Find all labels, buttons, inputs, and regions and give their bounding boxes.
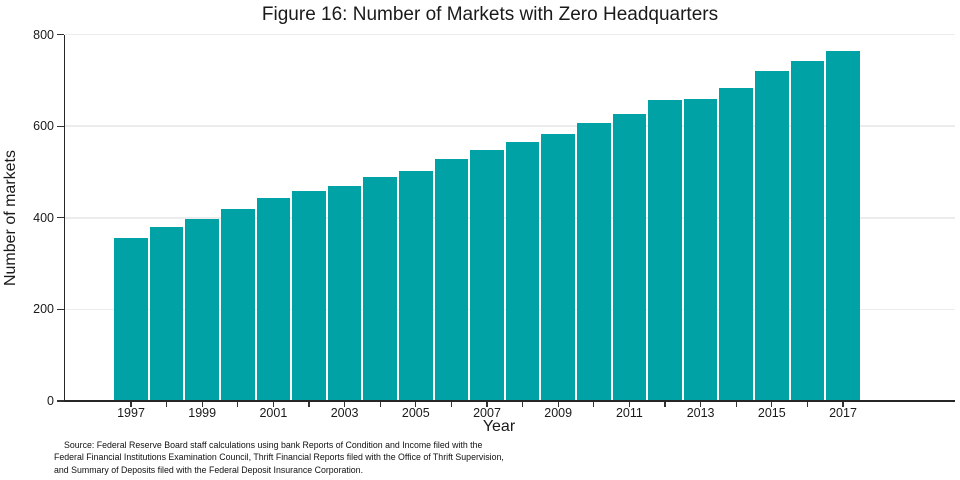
x-tick-label: 2007: [473, 406, 501, 420]
y-tick-label: 0: [47, 394, 54, 408]
x-tick: [272, 402, 274, 407]
x-tick: [237, 402, 239, 407]
x-tick: [450, 402, 452, 407]
x-axis-line: [64, 400, 955, 402]
bar-1997: [114, 238, 148, 401]
x-tick-label: 2003: [330, 406, 359, 420]
x-tick: [166, 402, 168, 407]
bar-2000: [221, 208, 255, 401]
x-tick: [379, 402, 381, 407]
x-tick: [557, 402, 559, 407]
x-tick: [415, 402, 417, 407]
x-tick: [522, 402, 524, 407]
bar-1998: [149, 226, 184, 401]
bar-2001: [256, 198, 291, 401]
source-note-line: Federal Financial Institutions Examinati…: [54, 452, 504, 463]
bar-2014: [719, 87, 753, 401]
y-tick: [57, 125, 64, 127]
y-axis-line: [63, 34, 65, 402]
y-tick-label: 600: [33, 119, 54, 134]
bar-2005: [399, 171, 433, 401]
x-tick: [486, 402, 488, 407]
bar-2002: [292, 190, 326, 401]
y-tick-label: 800: [33, 27, 54, 42]
bar-2008: [505, 141, 540, 401]
x-tick-label: 2017: [829, 406, 857, 420]
source-note: Source: Federal Reserve Board staff calc…: [54, 439, 674, 476]
x-axis-title: Year: [482, 418, 516, 435]
x-tick: [842, 402, 844, 407]
x-tick-label: 2013: [686, 406, 715, 420]
x-tick: [735, 402, 737, 407]
x-tick: [344, 402, 346, 407]
x-tick: [771, 402, 773, 407]
bar-2013: [683, 99, 718, 401]
bar-2007: [470, 149, 504, 401]
y-tick-label: 200: [33, 302, 54, 317]
x-tick: [700, 402, 702, 407]
bar-2011: [612, 114, 647, 401]
y-tick: [57, 33, 64, 36]
x-tick: [201, 402, 203, 407]
chart-title: Figure 16: Number of Markets with Zero H…: [261, 4, 719, 25]
x-tick-label: 2015: [757, 406, 786, 420]
y-gridline: [64, 125, 955, 127]
bar-2017: [826, 50, 860, 401]
bar-2003: [327, 185, 362, 401]
x-tick-label: 2009: [544, 406, 573, 420]
y-tick-label: 400: [33, 210, 54, 225]
bar-2009: [541, 133, 575, 401]
x-tick-label: 1997: [117, 406, 145, 420]
x-tick-label: 2001: [259, 406, 288, 420]
y-tick: [57, 400, 64, 402]
source-note-line: Source: Federal Reserve Board staff calc…: [64, 440, 483, 450]
bar-2004: [363, 176, 397, 401]
bar-2006: [434, 159, 469, 401]
x-tick: [628, 402, 630, 407]
bar-2015: [755, 70, 789, 401]
x-tick-label: 2005: [401, 406, 430, 420]
x-tick: [664, 402, 666, 407]
x-tick-label: 1999: [188, 406, 217, 420]
source-note-line: and Summary of Deposits filed with the F…: [54, 464, 364, 475]
x-tick: [593, 402, 595, 407]
x-tick: [130, 402, 132, 407]
bar-2016: [790, 61, 825, 401]
x-tick: [308, 402, 310, 407]
y-gridline: [64, 33, 955, 36]
y-tick: [57, 217, 64, 219]
bar-2012: [648, 100, 682, 401]
y-tick: [57, 308, 64, 310]
x-tick: [806, 402, 808, 407]
x-tick-label: 2011: [615, 406, 643, 420]
bar-2010: [577, 122, 611, 401]
bar-1999: [185, 219, 219, 401]
